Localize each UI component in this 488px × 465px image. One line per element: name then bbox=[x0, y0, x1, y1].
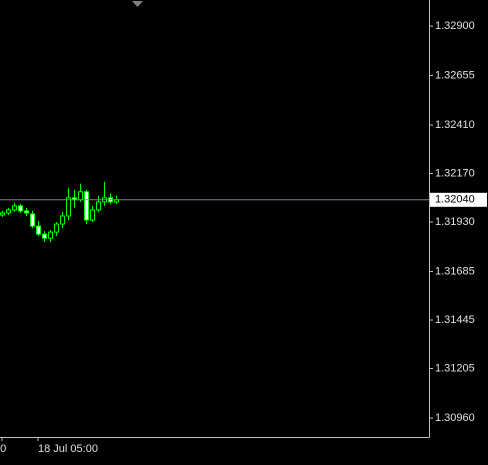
y-tick-label: 1.32900 bbox=[435, 20, 475, 32]
y-tick-label: 1.32410 bbox=[435, 119, 475, 131]
candle-body bbox=[18, 205, 23, 212]
candle-body bbox=[30, 213, 35, 227]
candle-body bbox=[6, 209, 11, 214]
candle-body bbox=[0, 212, 5, 216]
x-tick-label: 18 Jul 05:00 bbox=[38, 443, 98, 455]
x-tick-label: 00 bbox=[0, 443, 6, 455]
candle-body bbox=[42, 233, 47, 239]
y-tick-label: 1.31445 bbox=[435, 314, 475, 326]
candle-body bbox=[78, 191, 83, 201]
candle-body bbox=[90, 209, 95, 221]
shift-marker bbox=[132, 1, 143, 7]
y-tick-label: 1.31205 bbox=[435, 362, 475, 374]
y-tick-label: 1.32655 bbox=[435, 69, 475, 81]
candle-body bbox=[96, 201, 101, 211]
current-price-box bbox=[430, 192, 487, 207]
candle-body bbox=[48, 231, 53, 239]
candle-body bbox=[60, 215, 65, 225]
candle-body bbox=[66, 197, 71, 217]
candle-body bbox=[84, 191, 89, 221]
current-price-label: 1.32040 bbox=[435, 194, 475, 206]
y-tick-label: 1.31930 bbox=[435, 216, 475, 228]
candle-body bbox=[54, 223, 59, 233]
candle-body bbox=[12, 205, 17, 211]
candle-body bbox=[36, 225, 41, 235]
y-tick-label: 1.30960 bbox=[435, 412, 475, 424]
candle-body bbox=[24, 210, 29, 214]
y-tick-label: 1.31685 bbox=[435, 265, 475, 277]
y-tick-label: 1.32170 bbox=[435, 167, 475, 179]
